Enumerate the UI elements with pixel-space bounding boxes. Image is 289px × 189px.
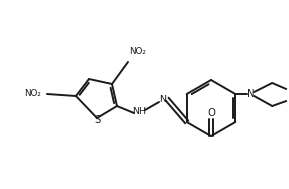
Text: NO₂: NO₂ (129, 47, 147, 57)
Text: NO₂: NO₂ (25, 90, 41, 98)
Text: O: O (207, 108, 215, 118)
Text: N: N (160, 95, 166, 105)
Text: NH: NH (132, 108, 146, 116)
Text: N: N (247, 89, 255, 99)
Text: S: S (95, 115, 101, 125)
